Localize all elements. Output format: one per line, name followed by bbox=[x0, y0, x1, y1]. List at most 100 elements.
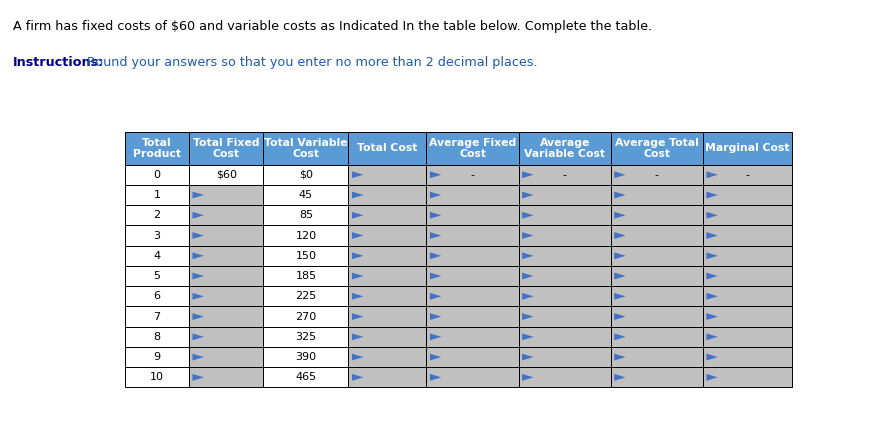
Polygon shape bbox=[707, 192, 718, 198]
Polygon shape bbox=[430, 171, 441, 178]
Text: 120: 120 bbox=[296, 231, 316, 241]
Text: 465: 465 bbox=[296, 372, 316, 382]
Bar bbox=[348, 226, 427, 246]
Bar bbox=[189, 246, 264, 266]
Text: Round your answers so that you enter no more than 2 decimal places.: Round your answers so that you enter no … bbox=[84, 56, 538, 69]
Bar bbox=[264, 327, 348, 347]
Bar bbox=[610, 246, 703, 266]
Polygon shape bbox=[522, 192, 534, 198]
Bar bbox=[125, 367, 189, 388]
Polygon shape bbox=[352, 252, 364, 259]
Polygon shape bbox=[707, 212, 718, 218]
Text: 185: 185 bbox=[296, 271, 316, 281]
Bar bbox=[264, 367, 348, 388]
Bar bbox=[189, 132, 264, 165]
Polygon shape bbox=[430, 232, 441, 239]
Bar bbox=[348, 132, 427, 165]
Bar bbox=[519, 185, 610, 205]
Polygon shape bbox=[707, 232, 718, 239]
Bar bbox=[264, 185, 348, 205]
Polygon shape bbox=[614, 313, 625, 320]
Bar bbox=[264, 165, 348, 185]
Polygon shape bbox=[707, 273, 718, 279]
Polygon shape bbox=[522, 374, 534, 381]
Text: Average Fixed
Cost: Average Fixed Cost bbox=[429, 138, 516, 159]
Polygon shape bbox=[707, 313, 718, 320]
Text: 4: 4 bbox=[153, 251, 160, 261]
Polygon shape bbox=[522, 293, 534, 300]
Polygon shape bbox=[522, 232, 534, 239]
Polygon shape bbox=[352, 232, 364, 239]
Text: $0: $0 bbox=[299, 170, 313, 180]
Polygon shape bbox=[522, 273, 534, 279]
Bar bbox=[264, 286, 348, 307]
Polygon shape bbox=[614, 333, 625, 340]
Polygon shape bbox=[707, 171, 718, 178]
Bar bbox=[610, 327, 703, 347]
Polygon shape bbox=[352, 313, 364, 320]
Polygon shape bbox=[614, 374, 625, 381]
Bar bbox=[703, 367, 791, 388]
Bar bbox=[264, 132, 348, 165]
Text: -: - bbox=[745, 170, 749, 180]
Bar bbox=[264, 205, 348, 226]
Bar bbox=[125, 246, 189, 266]
Bar bbox=[348, 347, 427, 367]
Text: Average Total
Cost: Average Total Cost bbox=[615, 138, 699, 159]
Polygon shape bbox=[352, 374, 364, 381]
Bar bbox=[427, 286, 519, 307]
Bar bbox=[189, 307, 264, 327]
Bar bbox=[348, 185, 427, 205]
Text: 1: 1 bbox=[153, 190, 160, 200]
Bar bbox=[125, 307, 189, 327]
Text: 0: 0 bbox=[153, 170, 160, 180]
Polygon shape bbox=[430, 293, 441, 300]
Polygon shape bbox=[614, 273, 625, 279]
Bar bbox=[348, 246, 427, 266]
Bar bbox=[610, 266, 703, 286]
Polygon shape bbox=[192, 354, 204, 360]
Bar bbox=[427, 226, 519, 246]
Bar bbox=[125, 185, 189, 205]
Bar bbox=[348, 327, 427, 347]
Text: 325: 325 bbox=[296, 332, 316, 342]
Bar bbox=[519, 226, 610, 246]
Bar bbox=[264, 246, 348, 266]
Polygon shape bbox=[522, 333, 534, 340]
Bar bbox=[703, 266, 791, 286]
Polygon shape bbox=[614, 293, 625, 300]
Bar bbox=[125, 347, 189, 367]
Polygon shape bbox=[192, 212, 204, 218]
Bar bbox=[427, 132, 519, 165]
Text: 270: 270 bbox=[295, 312, 316, 322]
Polygon shape bbox=[430, 374, 441, 381]
Bar bbox=[264, 307, 348, 327]
Bar bbox=[427, 327, 519, 347]
Bar bbox=[125, 327, 189, 347]
Polygon shape bbox=[430, 252, 441, 259]
Bar bbox=[519, 347, 610, 367]
Text: 85: 85 bbox=[298, 210, 313, 220]
Bar bbox=[427, 246, 519, 266]
Polygon shape bbox=[522, 354, 534, 360]
Polygon shape bbox=[707, 374, 718, 381]
Text: -: - bbox=[470, 170, 475, 180]
Text: 390: 390 bbox=[296, 352, 316, 362]
Text: 225: 225 bbox=[295, 291, 316, 301]
Text: 9: 9 bbox=[153, 352, 160, 362]
Polygon shape bbox=[192, 293, 204, 300]
Polygon shape bbox=[707, 354, 718, 360]
Text: Marginal Cost: Marginal Cost bbox=[705, 143, 789, 154]
Bar bbox=[703, 185, 791, 205]
Polygon shape bbox=[614, 232, 625, 239]
Bar bbox=[610, 226, 703, 246]
Polygon shape bbox=[430, 354, 441, 360]
Bar bbox=[610, 307, 703, 327]
Bar bbox=[519, 286, 610, 307]
Text: 2: 2 bbox=[153, 210, 160, 220]
Polygon shape bbox=[522, 313, 534, 320]
Text: Total Cost: Total Cost bbox=[357, 143, 418, 154]
Bar bbox=[348, 165, 427, 185]
Bar bbox=[703, 205, 791, 226]
Polygon shape bbox=[430, 273, 441, 279]
